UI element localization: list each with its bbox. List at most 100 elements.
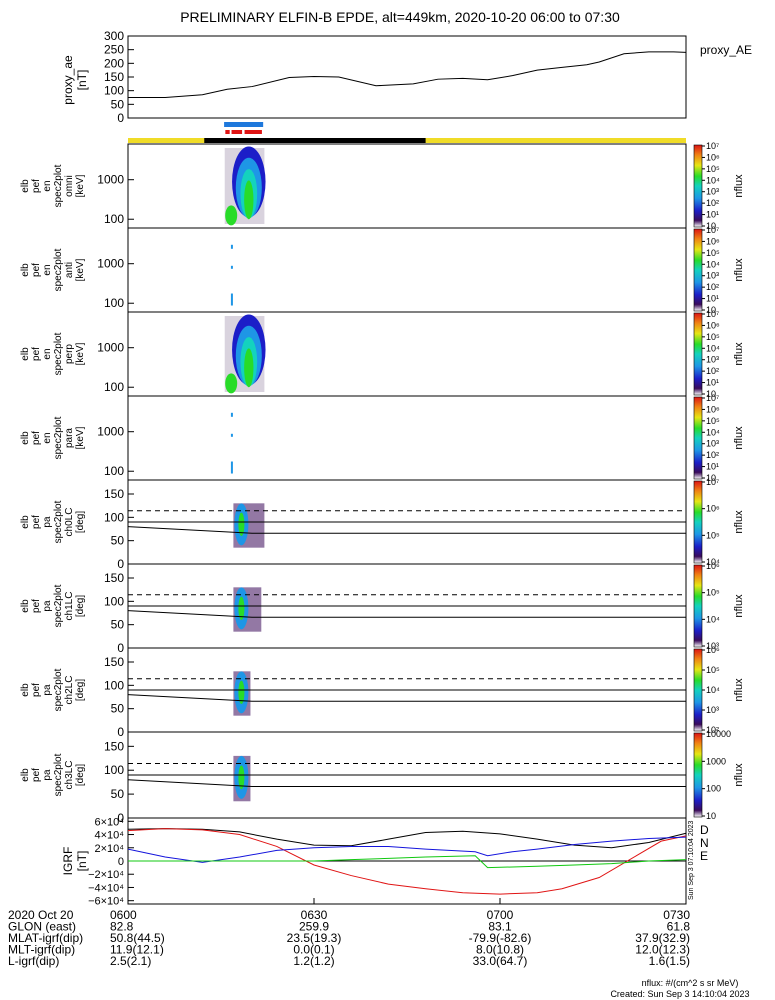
colorbar xyxy=(693,480,703,564)
panel-ylabel-line: en xyxy=(42,264,53,275)
ephemeris-value: 1.6(1.5) xyxy=(649,954,690,968)
proxy-ae-series xyxy=(128,51,687,98)
panel-ytick-label: 100 xyxy=(104,464,124,478)
colorbar xyxy=(693,144,703,228)
panel-ylabel-line: en xyxy=(42,432,53,443)
igrf-series-black xyxy=(127,828,687,849)
ephemeris-value: 0700 xyxy=(487,908,514,922)
colorbar-label: nflux xyxy=(733,510,745,534)
loss-cone-line xyxy=(127,610,686,618)
igrf-legend-d: D xyxy=(700,823,709,837)
igrf-legend-n: N xyxy=(700,836,709,850)
igrf-ytick-label: 0 xyxy=(118,856,124,868)
spectrogram-flux-region xyxy=(225,373,238,394)
panel-ylabel-line: ch0LC xyxy=(64,508,75,537)
ephemeris-value: -79.9(-82.6) xyxy=(469,931,532,945)
panel-ytick-label: 100 xyxy=(104,296,124,310)
colorbar-tick-label: 10⁴ xyxy=(706,343,720,353)
orbit-band-black xyxy=(204,138,426,143)
colorbar-tick-label: 10⁴ xyxy=(706,175,720,185)
panel-ylabel-line: ch2LC xyxy=(64,676,75,705)
ephemeris-value: 50.8(44.5) xyxy=(110,931,165,945)
colorbar-label: nflux xyxy=(733,258,745,282)
proxy-ae-ytick-label: 0 xyxy=(117,111,124,125)
panel-ylabel-line: [deg] xyxy=(75,595,86,617)
panel-ylabel-line: spec2plot xyxy=(53,584,64,627)
loss-cone-line xyxy=(127,779,686,787)
colorbar-tick-label: 10⁶ xyxy=(706,561,720,571)
proxy-ae-yunit: [nT] xyxy=(75,70,89,91)
panel-ytick-label: 0 xyxy=(117,557,124,571)
panel-ylabel-line: [keV] xyxy=(75,426,86,449)
colorbar-tick-label: 10 xyxy=(706,221,716,231)
panel-ytick-label: 100 xyxy=(104,212,124,226)
panel-ytick-label: 1000 xyxy=(97,257,124,271)
colorbar-tick-label: 10² xyxy=(706,725,719,735)
colorbar-tick-label: 10⁵ xyxy=(706,332,720,342)
ephemeris-row-label: GLON (east) xyxy=(8,920,76,934)
colorbar-tick-label: 10⁷ xyxy=(706,309,719,319)
panel-ylabel-line: pef xyxy=(31,515,42,529)
colorbar-tick-label: 10⁶ xyxy=(706,236,720,246)
panel-ylabel-line: spec2plot xyxy=(53,416,64,459)
colorbar-tick-label: 10³ xyxy=(706,271,719,281)
science-zone-red-bar xyxy=(231,130,243,134)
igrf-series-d xyxy=(127,828,687,895)
panel-ytick-label: 150 xyxy=(104,655,124,669)
igrf-ytick-label: −6×10⁴ xyxy=(88,896,124,908)
colorbar-label: nflux xyxy=(733,763,745,787)
colorbar-tick-label: 10¹ xyxy=(706,378,719,388)
colorbar-tick-label: 10³ xyxy=(706,187,719,197)
panel-ytick-label: 150 xyxy=(104,487,124,501)
panel-ylabel-line: [deg] xyxy=(75,679,86,701)
science-zone-red-bar xyxy=(225,130,230,134)
colorbar-tick-label: 10⁷ xyxy=(706,477,719,487)
footer-created: Created: Sun Sep 3 14:10:04 2023 xyxy=(610,989,749,999)
spectrogram-flux-cell xyxy=(230,244,233,249)
ephemeris-value: 61.8 xyxy=(667,920,691,934)
panel-ylabel-line: elb xyxy=(20,347,31,361)
panel-ytick-label: 1000 xyxy=(97,173,124,187)
spectrogram-flux-cell xyxy=(230,461,233,474)
pitch-angle-flux-peak xyxy=(238,596,245,620)
pitch-angle-flux-peak xyxy=(238,680,245,704)
colorbar-tick-label: 10 xyxy=(706,389,716,399)
colorbar-tick-label: 100 xyxy=(706,784,721,794)
panel-ylabel-line: en xyxy=(42,348,53,359)
spectrogram-flux-cell xyxy=(230,412,233,417)
colorbar xyxy=(693,228,703,312)
panel-ylabel-line: elb xyxy=(20,515,31,529)
panel-ylabel-line: [keV] xyxy=(75,258,86,281)
spectrogram-flux-cell xyxy=(230,265,233,269)
panel-ylabel-line: pef xyxy=(31,179,42,193)
colorbar xyxy=(693,396,703,480)
science-zone-blue-bar xyxy=(224,122,264,127)
igrf-ytick-label: 4×10⁴ xyxy=(94,830,124,842)
colorbar-label: nflux xyxy=(733,426,745,450)
colorbar-tick-label: 10² xyxy=(706,366,719,376)
ephemeris-value: 12.0(12.3) xyxy=(635,943,690,957)
proxy-ae-ytick-label: 250 xyxy=(104,43,124,57)
proxy-ae-ytick-label: 300 xyxy=(104,29,124,43)
colorbar-tick-label: 10⁴ xyxy=(706,685,720,695)
colorbar-tick-label: 10⁶ xyxy=(706,504,720,514)
panel-ylabel-line: spec2plot xyxy=(53,668,64,711)
ephemeris-value: 0730 xyxy=(663,908,690,922)
colorbar-tick-label: 10¹ xyxy=(706,462,719,472)
igrf-series-e xyxy=(128,855,687,869)
panel-ytick-label: 1000 xyxy=(97,425,124,439)
colorbar-tick-label: 10¹ xyxy=(706,210,719,220)
colorbar-tick-label: 10⁵ xyxy=(706,164,720,174)
science-zone-red-bar xyxy=(244,130,262,134)
proxy-ae-ytick-label: 150 xyxy=(104,70,124,84)
colorbar-tick-label: 10³ xyxy=(706,705,719,715)
